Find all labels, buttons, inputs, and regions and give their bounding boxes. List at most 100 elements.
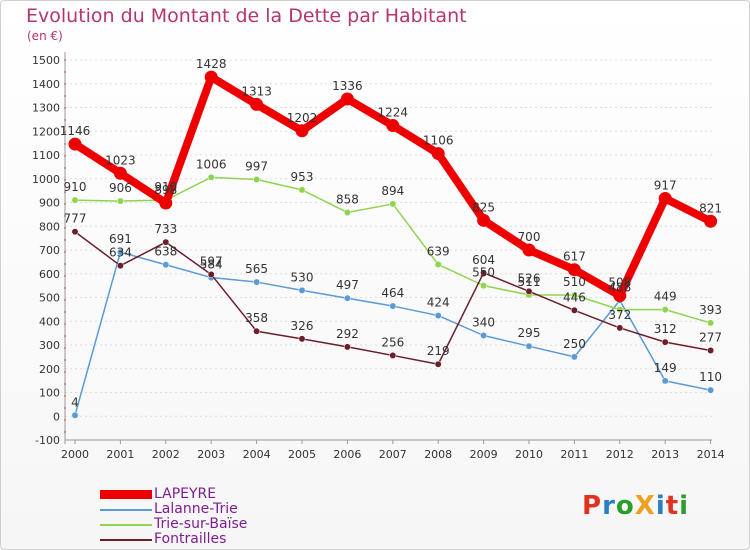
y-tick-label: 1400 [32,78,60,91]
data-label: 1336 [332,79,363,93]
data-label: 1313 [241,84,272,98]
data-label: 526 [518,271,541,285]
x-tick-label: 2014 [697,448,725,461]
x-tick-label: 2011 [560,448,588,461]
data-point [616,324,624,332]
y-tick-label: 100 [39,387,60,400]
legend-swatch [100,524,152,526]
data-point [343,294,351,302]
data-point [707,347,715,354]
data-point [298,335,306,343]
data-label: 488 [608,280,631,294]
data-point [116,197,124,205]
data-label: 295 [518,326,541,340]
x-tick-label: 2002 [152,448,180,461]
data-point [162,238,170,246]
data-label: 250 [563,337,586,351]
y-tick-label: 400 [39,315,60,328]
data-point [570,306,578,314]
proxiti-logo: ProXiti [582,491,690,521]
data-point [207,271,215,278]
legend-label: Lalanne-Trie [154,501,238,517]
legend-label: Fontrailles [154,531,227,547]
data-label: 219 [427,344,450,358]
data-label: 898 [154,183,177,197]
x-tick-label: 2012 [606,448,634,461]
data-point [159,196,173,210]
data-point [295,124,309,138]
data-label: 894 [381,184,404,198]
data-label: 617 [563,250,586,264]
series-fontrailles [71,228,715,368]
data-point [71,411,79,419]
series-lapeyre [68,70,718,303]
x-tick-label: 2000 [61,448,89,461]
data-label: 917 [654,178,677,192]
data-label: 597 [200,254,223,268]
data-label: 149 [654,361,677,375]
data-label: 953 [291,170,314,184]
data-label: 733 [154,222,177,236]
data-point [434,360,442,368]
data-point [570,353,578,361]
data-label: 639 [427,244,450,258]
x-tick-label: 2001 [106,448,134,461]
data-label: 1006 [196,157,227,171]
data-point [567,263,581,277]
data-label: 1146 [60,124,91,138]
data-label: 550 [472,266,495,280]
data-label: 511 [518,275,541,289]
data-label: 584 [200,258,223,272]
data-point [522,243,536,257]
data-label: 821 [699,201,722,215]
data-label: 1202 [287,111,318,125]
x-tick-label: 2004 [243,448,271,461]
data-label: 825 [472,200,495,214]
data-point [116,248,124,256]
data-point [431,147,445,161]
y-tick-label: 1200 [32,125,60,138]
data-point [480,269,488,277]
legend-label: LAPEYRE [154,486,217,502]
data-point [658,191,672,205]
y-tick-label: 300 [39,339,60,352]
data-point [204,70,218,84]
data-label: 4 [71,395,79,409]
data-label: 565 [245,262,268,276]
data-point [116,262,124,270]
data-point [661,306,669,314]
data-label: 1428 [196,57,227,71]
data-label: 906 [109,181,132,195]
x-tick-label: 2003 [197,448,225,461]
data-label: 372 [608,308,631,322]
data-point [71,228,79,236]
data-label: 634 [109,246,132,260]
data-label: 446 [563,290,586,304]
series-lalanne-trie [71,248,715,419]
data-point [707,386,715,394]
data-label: 449 [654,290,677,304]
data-label: 1023 [105,153,136,167]
data-point [298,186,306,194]
data-label: 358 [245,311,268,325]
data-label: 1224 [378,106,409,120]
data-point [570,291,578,299]
data-point [525,287,533,295]
data-point [434,312,442,319]
data-point [253,327,261,335]
y-tick-label: -100 [35,434,60,447]
data-label: 910 [154,180,177,194]
chart-title: Evolution du Montant de la Dette par Hab… [26,5,467,27]
data-point [343,209,351,216]
data-point [707,319,715,327]
data-point [480,332,488,339]
data-point [253,176,261,183]
data-point [113,166,127,180]
data-label: 1106 [423,134,454,148]
x-tick-label: 2005 [288,448,316,461]
y-tick-label: 1000 [32,173,60,186]
legend-swatch [100,509,152,511]
y-tick-label: 0 [53,410,60,423]
